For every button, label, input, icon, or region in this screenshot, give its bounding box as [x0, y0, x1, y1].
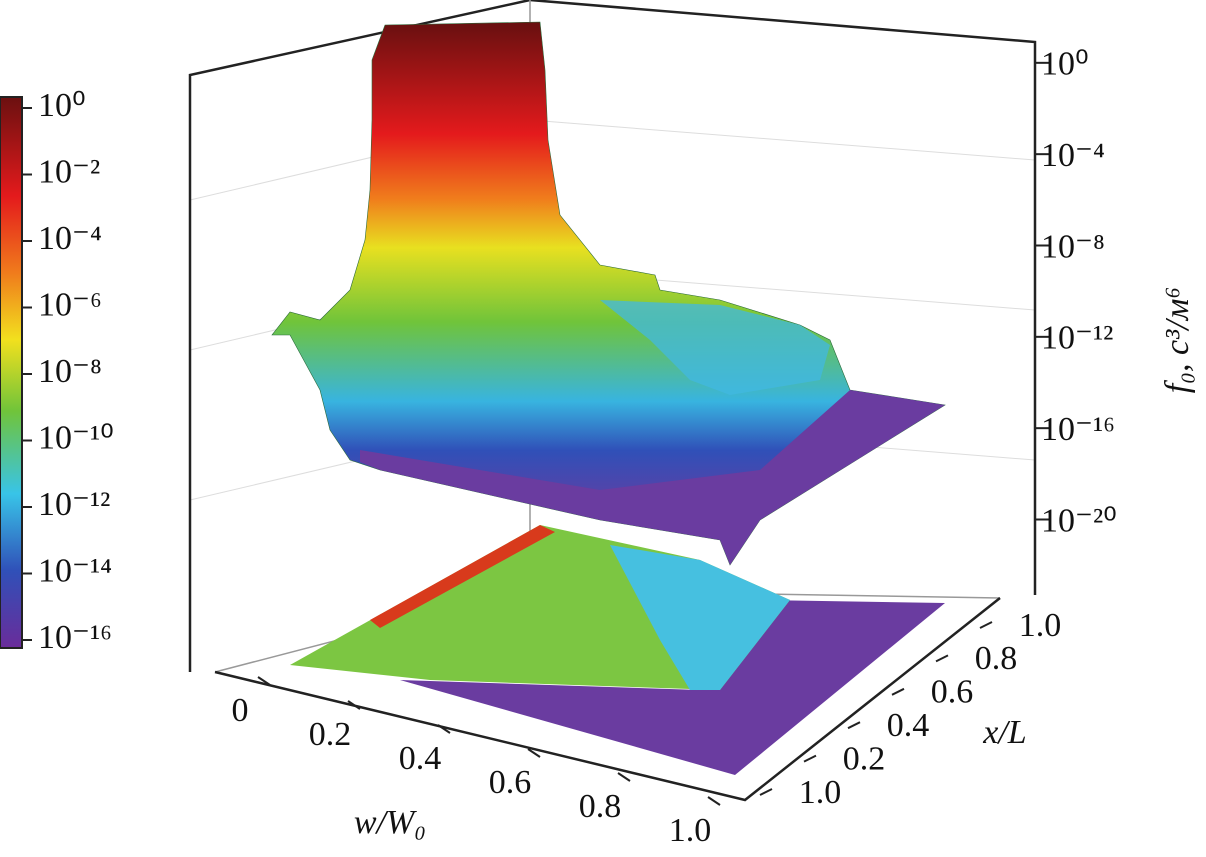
w-tick [257, 676, 271, 686]
colorbar-tick-label: 10⁻⁶ [38, 286, 102, 323]
z-tick-label: 10⁻⁴ [1041, 137, 1105, 174]
z-axis-label: f₀, с³/м⁶ [1159, 287, 1196, 394]
x-tick [979, 621, 993, 629]
w-tick [527, 748, 541, 758]
x-tick [847, 721, 861, 730]
colorbar-tick-label: 10⁻¹⁶ [38, 619, 112, 656]
x-tick-label: 0.2 [843, 740, 886, 777]
floor-projection [290, 525, 945, 775]
z-tick-label: 10⁻²⁰ [1041, 502, 1117, 539]
w-tick-label: 0.4 [399, 740, 442, 777]
surface [271, 21, 946, 566]
x-tick-label: 1.0 [1019, 607, 1062, 644]
x-axis-label: x/L [982, 714, 1026, 751]
w-tick [347, 700, 361, 710]
x-tick [759, 788, 773, 796]
z-tick-label: 10⁻¹² [1041, 320, 1113, 357]
x-tick-label: 0.4 [887, 707, 930, 744]
colorbar-tick-label: 10⁻² [38, 153, 100, 190]
x-tick [891, 687, 905, 696]
x-tick-label: 1.0 [799, 774, 842, 811]
w-tick-label: 0 [232, 692, 249, 729]
w-tick [437, 724, 451, 734]
colorbar-tick-label: 10⁻⁸ [38, 353, 102, 390]
colorbar-tick-label: 10⁻¹⁴ [38, 552, 112, 589]
z-tick-label: 10⁻¹⁶ [1041, 411, 1115, 448]
z-tick-label: 10⁻⁸ [1041, 228, 1105, 265]
x-tick [803, 754, 817, 763]
colorbar [0, 96, 23, 649]
w-tick [707, 796, 721, 806]
w-tick-label: 0.6 [489, 764, 532, 801]
w-tick-label: 0.8 [579, 788, 622, 825]
z-tick-label: 10⁰ [1041, 46, 1089, 83]
x-tick-label: 0.6 [931, 674, 974, 711]
w-tick [617, 772, 631, 782]
colorbar-tick-label: 10⁰ [38, 87, 86, 124]
colorbar-tick-label: 10⁻¹⁰ [38, 419, 114, 456]
x-tick [935, 654, 949, 663]
colorbar-tick-label: 10⁻¹² [38, 486, 110, 523]
w-axis-label: w/W₀ [354, 804, 426, 841]
w-tick-label: 0.2 [309, 716, 352, 753]
x-tick-label: 0.8 [975, 640, 1018, 677]
colorbar-tick-label: 10⁻⁴ [38, 220, 102, 257]
w-tick-label: 1.0 [669, 812, 712, 849]
